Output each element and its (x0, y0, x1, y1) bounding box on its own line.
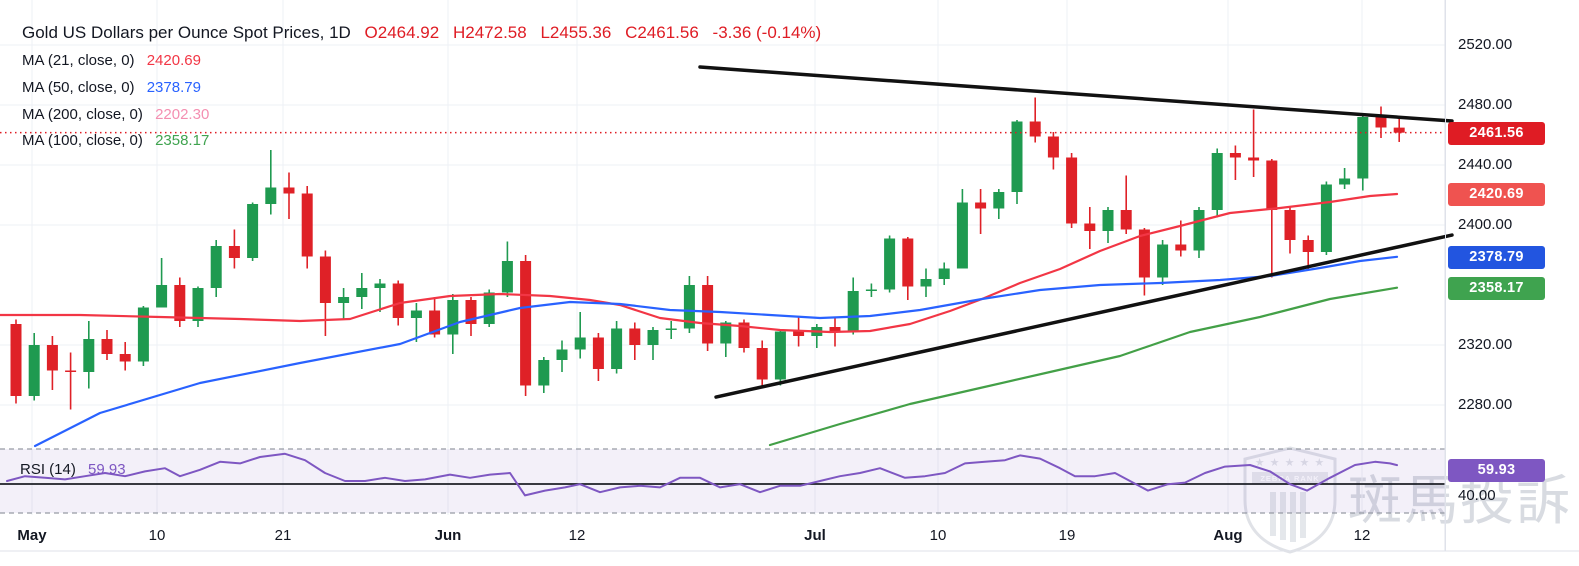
price-tick-label: 2320.00 (1458, 336, 1513, 353)
zebra-shield-icon: ★ ★ ★ ★ ★ ZEBRA RANK (1243, 446, 1337, 554)
legend-ma200[interactable]: MA (200, close, 0) 2202.30 (22, 106, 209, 123)
rsi-legend[interactable]: RSI (14) 59.93 (20, 461, 126, 478)
legend-ma100-label: MA (100, close, 0) (22, 132, 143, 149)
time-tick-label: 10 (148, 527, 166, 544)
price-tick-label: 2480.00 (1458, 96, 1513, 113)
shield-stars: ★ ★ ★ ★ ★ (1255, 457, 1326, 469)
price-tick-label: 2280.00 (1458, 396, 1513, 413)
price-tick-label: 2400.00 (1458, 216, 1513, 233)
time-tick-label: 12 (568, 527, 586, 544)
legend-ma200-label: MA (200, close, 0) (22, 106, 143, 123)
rsi-tick-label: 40.00 (1458, 487, 1496, 504)
time-tick-label: 19 (1058, 527, 1076, 544)
legend-ma50-value: 2378.79 (146, 79, 201, 96)
legend-ma50[interactable]: MA (50, close, 0) 2378.79 (22, 79, 201, 96)
symbol-name: Gold US Dollars per Ounce Spot Prices, 1… (22, 23, 351, 42)
rsi-label: RSI (14) (20, 461, 76, 478)
rsi-value: 59.93 (88, 461, 126, 478)
time-tick-label: Aug (1213, 527, 1243, 544)
price-badge: 2358.17 (1448, 276, 1545, 300)
legend-ma50-label: MA (50, close, 0) (22, 79, 135, 96)
time-tick-label: Jun (434, 527, 462, 544)
price-badge: 2461.56 (1448, 121, 1545, 145)
price-badge: 2420.69 (1448, 182, 1545, 206)
watermark-text: 斑馬投訴 (1348, 469, 1572, 532)
high-value: H2472.58 (452, 23, 527, 42)
legend-ma100[interactable]: MA (100, close, 0) 2358.17 (22, 132, 209, 149)
legend-ma21[interactable]: MA (21, close, 0) 2420.69 (22, 52, 201, 69)
low-value: L2455.36 (540, 23, 612, 42)
watermark: ★ ★ ★ ★ ★ ZEBRA RANK 斑馬投訴 (1240, 442, 1572, 554)
legend-ma21-label: MA (21, close, 0) (22, 52, 135, 69)
price-tick-label: 2440.00 (1458, 156, 1513, 173)
price-badge: 2378.79 (1448, 245, 1545, 269)
time-tick-label: 10 (929, 527, 947, 544)
close-value: C2461.56 (625, 23, 699, 42)
time-tick-label: 12 (1353, 527, 1371, 544)
price-axis[interactable]: 2520.00 2480.00 2440.00 2400.00 2320.00 2280.… (1445, 0, 1579, 551)
time-tick-label: May (17, 527, 47, 544)
symbol-title[interactable]: Gold US Dollars per Ounce Spot Prices, 1… (22, 23, 821, 43)
time-axis[interactable]: May 10 21 Jun 12 Jul 10 19 Aug 12 (0, 515, 1445, 551)
legend-ma200-value: 2202.30 (155, 106, 210, 123)
change-value: -3.36 (-0.14%) (712, 23, 822, 42)
open-value: O2464.92 (364, 23, 440, 42)
legend-ma21-value: 2420.69 (146, 52, 201, 69)
legend-ma100-value: 2358.17 (155, 132, 210, 149)
shield-banner-label: ZEBRA RANK (1260, 474, 1319, 483)
price-badge: 59.93 (1448, 458, 1545, 482)
time-tick-label: Jul (804, 527, 826, 544)
price-tick-label: 2520.00 (1458, 36, 1513, 53)
time-tick-label: 21 (274, 527, 292, 544)
